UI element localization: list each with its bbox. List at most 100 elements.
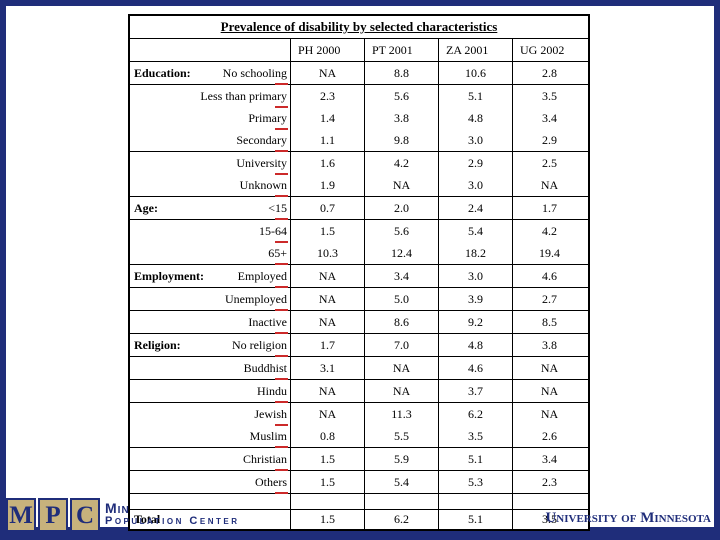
- value-cell: 3.5: [512, 85, 586, 107]
- red-tick-mark: [275, 332, 288, 334]
- column-header-ph2000: PH 2000: [290, 39, 364, 61]
- value-cell: 1.7: [290, 334, 364, 356]
- row-label-cell: Inactive: [130, 311, 290, 334]
- value-cell: 3.4: [512, 107, 586, 129]
- red-tick-mark: [275, 218, 288, 220]
- value-cell: 9.2: [438, 311, 512, 333]
- value-cell: 3.5: [512, 510, 586, 529]
- value-cell: 6.2: [364, 510, 438, 529]
- row-label-cell: University: [130, 152, 290, 175]
- row-sub-label: Inactive: [248, 314, 287, 329]
- value-cell: 11.3: [364, 403, 438, 425]
- row-label-cell: Unknown: [130, 174, 290, 197]
- table-row: Inactive NA 8.6 9.2 8.5: [130, 311, 588, 334]
- red-tick-mark: [275, 378, 288, 380]
- row-label-cell: Total: [130, 510, 290, 529]
- value-cell: 5.1: [438, 448, 512, 470]
- value-cell: 8.6: [364, 311, 438, 333]
- table-row: Education: No schooling NA 8.8 10.6 2.8: [130, 62, 588, 85]
- value-cell: 12.4: [364, 242, 438, 264]
- value-cell: 5.4: [438, 220, 512, 242]
- mpc-logo-line1: Min: [105, 500, 130, 516]
- slide-border-left: [0, 0, 6, 540]
- row-label-cell: Jewish: [130, 403, 290, 426]
- value-cell: [364, 494, 438, 509]
- table-row: Age: <15 0.7 2.0 2.4 1.7: [130, 197, 588, 220]
- row-label-cell: Employment: Employed: [130, 265, 290, 288]
- value-cell: NA: [290, 288, 364, 310]
- table-row: Total 1.5 6.2 5.1 3.5: [130, 510, 588, 529]
- value-cell: 1.7: [512, 197, 586, 219]
- value-cell: 2.7: [512, 288, 586, 310]
- table-row: Primary 1.4 3.8 4.8 3.4: [130, 107, 588, 130]
- row-label-cell: Muslim: [130, 425, 290, 448]
- prevalence-table: Prevalence of disability by selected cha…: [128, 14, 590, 531]
- red-tick-mark: [275, 83, 288, 85]
- value-cell: 5.6: [364, 85, 438, 107]
- column-header-pt2001: PT 2001: [364, 39, 438, 61]
- value-cell: NA: [512, 403, 586, 425]
- row-sub-label: Primary: [248, 110, 287, 125]
- value-cell: 3.0: [438, 265, 512, 287]
- value-cell: 4.8: [438, 334, 512, 356]
- value-cell: 1.6: [290, 152, 364, 174]
- mpc-logo-letter-c: C: [70, 498, 100, 532]
- table-row: Religion: No religion 1.7 7.0 4.8 3.8: [130, 334, 588, 357]
- row-section-label: Employment:: [134, 268, 204, 283]
- value-cell: [290, 494, 364, 509]
- row-section-label: Total: [134, 512, 161, 526]
- red-tick-mark: [275, 263, 288, 265]
- value-cell: NA: [290, 403, 364, 425]
- table-row: Less than primary 2.3 5.6 5.1 3.5: [130, 85, 588, 108]
- value-cell: 2.0: [364, 197, 438, 219]
- value-cell: 2.4: [438, 197, 512, 219]
- value-cell: NA: [290, 265, 364, 287]
- value-cell: 2.9: [512, 129, 586, 151]
- value-cell: 3.4: [512, 448, 586, 470]
- row-label-cell: Age: <15: [130, 197, 290, 220]
- table-row: Buddhist 3.1 NA 4.6 NA: [130, 357, 588, 380]
- table-title-row: Prevalence of disability by selected cha…: [130, 16, 588, 39]
- table-row: Unknown 1.9 NA 3.0 NA: [130, 174, 588, 197]
- row-sub-label: Others: [255, 474, 287, 489]
- value-cell: NA: [512, 357, 586, 379]
- value-cell: 4.6: [512, 265, 586, 287]
- red-tick-mark: [275, 128, 288, 130]
- table-row: Others 1.5 5.4 5.3 2.3: [130, 471, 588, 494]
- row-label-cell: Others: [130, 471, 290, 494]
- table-row: Christian 1.5 5.9 5.1 3.4: [130, 448, 588, 471]
- value-cell: 3.4: [364, 265, 438, 287]
- value-cell: 3.7: [438, 380, 512, 402]
- value-cell: 1.5: [290, 510, 364, 529]
- value-cell: 5.1: [438, 510, 512, 529]
- row-label-cell: 15-64: [130, 220, 290, 243]
- row-label-cell: Primary: [130, 107, 290, 130]
- value-cell: 3.8: [364, 107, 438, 129]
- value-cell: 3.1: [290, 357, 364, 379]
- value-cell: NA: [290, 311, 364, 333]
- red-tick-mark: [275, 424, 288, 426]
- value-cell: [512, 494, 586, 509]
- row-section-label: Age:: [134, 200, 158, 215]
- slide-border-right: [714, 0, 720, 540]
- mpc-logo-line2: Population Center: [105, 515, 240, 527]
- mpc-logo-letter-m: M: [6, 498, 36, 532]
- value-cell: NA: [290, 380, 364, 402]
- value-cell: 5.5: [364, 425, 438, 447]
- row-sub-label: Jewish: [254, 406, 287, 421]
- mpc-logo-letter-p: P: [38, 498, 68, 532]
- red-tick-mark: [275, 446, 288, 448]
- red-tick-mark: [275, 492, 288, 494]
- value-cell: 5.6: [364, 220, 438, 242]
- value-cell: 2.3: [512, 471, 586, 493]
- row-sub-label: Unknown: [239, 177, 287, 192]
- value-cell: 3.8: [512, 334, 586, 356]
- slide-border-top: [0, 0, 720, 6]
- value-cell: 1.5: [290, 448, 364, 470]
- value-cell: 9.8: [364, 129, 438, 151]
- value-cell: 3.0: [438, 174, 512, 196]
- row-sub-label: Less than primary: [200, 88, 287, 103]
- red-tick-mark: [275, 401, 288, 403]
- table-row: Unemployed NA 5.0 3.9 2.7: [130, 288, 588, 311]
